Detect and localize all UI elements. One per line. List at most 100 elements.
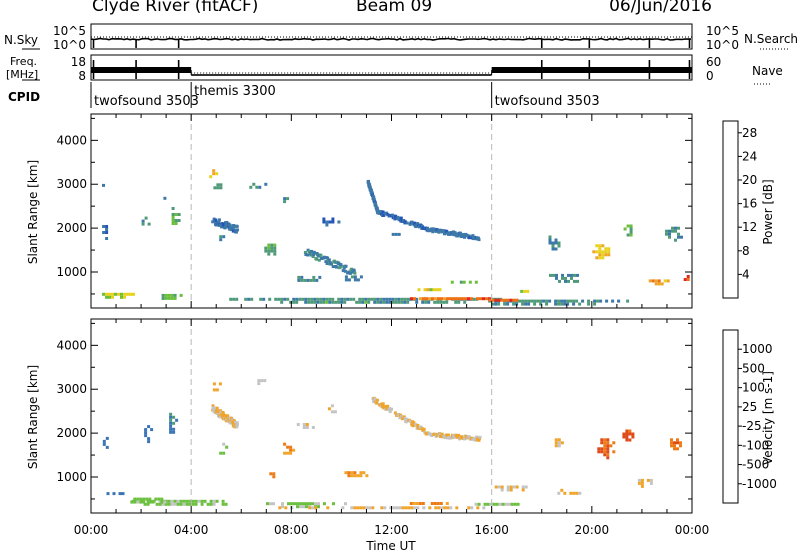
velocity-cell: [415, 502, 419, 505]
velocity-cell: [404, 420, 408, 424]
power-cell: [382, 213, 386, 217]
power-cell: [177, 213, 181, 216]
velocity-cell: [353, 474, 357, 478]
velocity-cell: [637, 478, 641, 482]
velocity-cell: [169, 415, 173, 419]
power-cell: [249, 185, 253, 189]
power-cell: [527, 299, 531, 303]
power-cell: [403, 297, 407, 301]
velocity-cell: [344, 502, 347, 506]
power-cell: [686, 275, 690, 278]
power-ylabel: Slant Range [km]: [26, 160, 40, 264]
power-cell: [307, 297, 311, 301]
power-cell: [433, 227, 437, 231]
power-cell: [358, 297, 362, 301]
velocity-cell: [221, 502, 225, 506]
power-cell: [352, 297, 356, 301]
power-cell: [599, 299, 603, 303]
velocity-cell: [118, 492, 122, 496]
power-cell: [359, 275, 363, 279]
velocity-colorbar-tick-label: -25: [742, 419, 762, 433]
power-cell: [376, 209, 380, 213]
power-cell: [554, 238, 558, 242]
velocity-cell: [191, 499, 195, 503]
power-cell: [657, 282, 661, 286]
velocity-cell: [176, 502, 180, 506]
power-cell: [551, 247, 555, 251]
power-panel: 1000 2000 3000 4000 Slant Range [km] 4 8 12 16…: [26, 113, 775, 309]
power-cell: [319, 297, 323, 301]
power-cell: [551, 244, 555, 248]
velocity-cell: [625, 435, 629, 439]
velocity-cell: [373, 397, 377, 401]
nsearch-label: N.Search: [744, 32, 798, 46]
power-cell: [461, 297, 464, 301]
power-cell: [355, 300, 359, 304]
velocity-cell: [557, 441, 561, 445]
power-cell: [552, 273, 555, 277]
power-cell: [561, 273, 564, 277]
velocity-cell: [311, 506, 315, 510]
nsky-tick-bottom: 10^0: [53, 38, 86, 52]
velocity-cell: [386, 404, 390, 408]
velocity-cell: [121, 492, 125, 496]
velocity-cell: [492, 502, 496, 506]
power-cell: [503, 302, 507, 306]
power-cell: [463, 235, 466, 239]
velocity-cell: [628, 438, 632, 442]
power-cell: [262, 297, 266, 301]
power-cell: [436, 300, 440, 304]
power-cell: [219, 235, 223, 239]
velocity-cell: [200, 502, 204, 506]
velocity-cell: [569, 491, 573, 495]
power-cell: [677, 232, 680, 236]
velocity-cell: [289, 445, 293, 449]
power-cell: [397, 297, 401, 301]
power-cell: [557, 302, 561, 306]
power-cell: [340, 297, 344, 301]
power-cell: [348, 271, 352, 275]
velocity-cell: [219, 451, 223, 455]
power-cell: [217, 218, 221, 222]
power-cell: [405, 221, 409, 225]
velocity-cell: [500, 485, 504, 489]
velocity-cell: [474, 438, 478, 442]
power-cell: [440, 297, 443, 301]
power-cell: [343, 297, 347, 301]
velocity-cell: [398, 416, 402, 420]
power-cell: [286, 297, 290, 301]
velocity-cell: [260, 379, 264, 383]
power-cell: [521, 299, 525, 303]
velocity-cell: [172, 427, 176, 431]
power-cell: [494, 302, 498, 306]
power-cell: [352, 269, 356, 273]
power-cell: [273, 249, 277, 253]
power-cell: [217, 220, 221, 224]
power-cell: [340, 300, 344, 304]
power-cell: [545, 302, 549, 306]
velocity-cell: [257, 379, 261, 383]
freq-segment: [91, 67, 192, 73]
power-cell: [554, 247, 558, 251]
power-cell: [209, 175, 213, 179]
time-tick-label: 00:00: [74, 523, 109, 537]
power-cell: [214, 223, 218, 227]
velocity-cell: [405, 417, 409, 421]
freq-series: [91, 60, 692, 79]
power-cell: [273, 243, 277, 247]
velocity-cell: [296, 505, 299, 509]
power-cell: [312, 250, 316, 254]
power-cell: [463, 300, 467, 304]
power-cell: [457, 300, 461, 304]
power-cell: [560, 299, 564, 303]
power-cell: [108, 292, 111, 296]
power-cell: [657, 279, 661, 283]
power-cell: [373, 297, 377, 301]
power-cell: [219, 186, 223, 190]
power-cell: [280, 297, 284, 301]
power-cell: [171, 222, 175, 225]
power-cell: [677, 235, 680, 239]
velocity-cell: [106, 492, 110, 496]
nave-tick-bottom: 0: [706, 69, 714, 83]
velocity-cell: [212, 388, 216, 392]
